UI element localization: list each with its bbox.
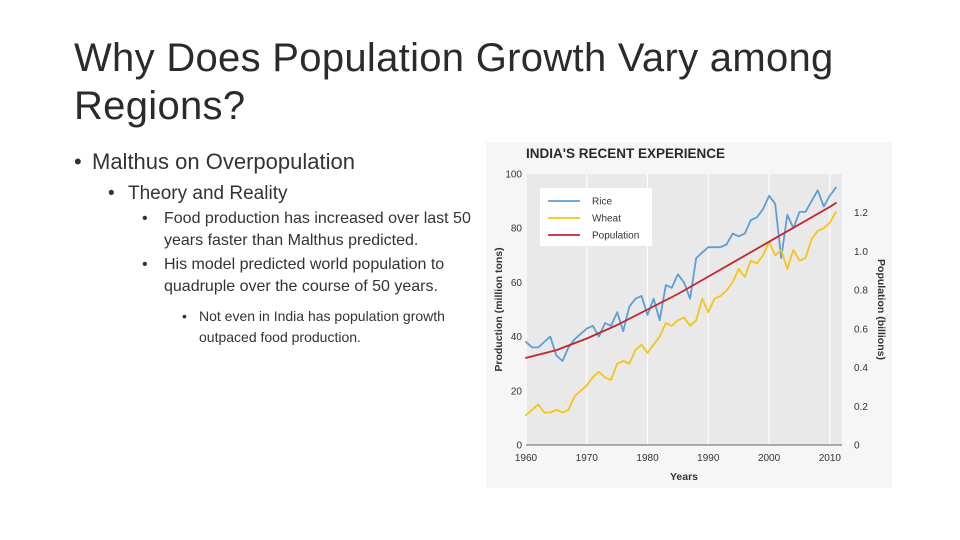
bullet-list: Malthus on Overpopulation Theory and Rea… [74, 148, 474, 348]
y-tick-label: 60 [511, 278, 523, 289]
x-tick-label: 1980 [636, 453, 659, 464]
y-tick-label: 20 [511, 386, 523, 397]
y2-tick-label: 0.6 [854, 324, 868, 335]
bullet-india-note: Not even in India has population growth … [74, 306, 474, 348]
y2-tick-label: 0 [854, 441, 860, 452]
y-tick-label: 0 [516, 441, 522, 452]
y-tick-label: 40 [511, 332, 523, 343]
legend-box [540, 188, 652, 246]
y2-tick-label: 0.4 [854, 363, 868, 374]
chart-svg: INDIA'S RECENT EXPERIENCE 0 20 40 60 80 100 0 0.… [486, 142, 892, 488]
y-tick-label: 80 [511, 224, 523, 235]
x-tick-label: 1970 [576, 453, 599, 464]
series-line-rice [525, 186, 837, 362]
y2-tick-label: 0.2 [854, 402, 868, 413]
y2-tick-label: 1.2 [854, 208, 868, 219]
y2-tick-label: 0.8 [854, 286, 868, 297]
chart-title: INDIA'S RECENT EXPERIENCE [526, 146, 725, 161]
y-axis-title: Production (million tons) [493, 247, 505, 371]
india-chart: INDIA'S RECENT EXPERIENCE 0 20 40 60 80 100 0 0.… [486, 142, 892, 488]
x-tick-label: 2000 [758, 453, 781, 464]
bullet-malthus: Malthus on Overpopulation [74, 148, 474, 176]
bullet-model-prediction: His model predicted world population to … [74, 254, 474, 298]
bullet-food-production: Food production has increased over last … [74, 208, 474, 252]
legend-label-rice: Rice [592, 197, 612, 208]
x-tick-label: 2010 [819, 453, 842, 464]
x-tick-label: 1960 [515, 453, 538, 464]
series-line-wheat [525, 211, 837, 417]
series-line-population [525, 202, 837, 359]
bullet-theory-reality: Theory and Reality [74, 182, 474, 206]
legend-label-wheat: Wheat [592, 214, 621, 225]
y-tick-label: 100 [505, 170, 522, 181]
slide-title: Why Does Population Growth Vary among Re… [74, 36, 834, 128]
x-tick-label: 1990 [697, 453, 720, 464]
y2-tick-label: 1.0 [854, 247, 868, 258]
y2-axis-title: Population (billions) [875, 259, 887, 360]
x-axis-title: Years [670, 471, 698, 483]
legend-label-population: Population [592, 231, 639, 242]
